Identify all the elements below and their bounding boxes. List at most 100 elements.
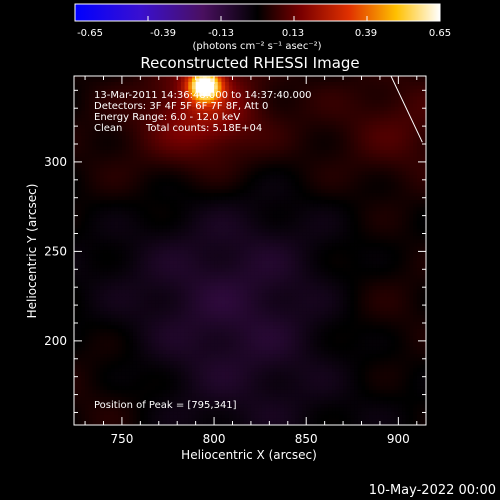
heatmap-cell (424, 253, 426, 258)
heatmap-cell (88, 392, 94, 397)
heatmap-cell (317, 374, 322, 380)
heatmap-cell (225, 335, 230, 340)
heatmap-cell (379, 342, 385, 347)
heatmap-cell (125, 353, 130, 358)
heatmap-cell (387, 353, 392, 358)
heatmap-cell (236, 253, 241, 258)
heatmap-cell (339, 403, 344, 408)
heatmap-cell (313, 385, 318, 390)
heatmap-cell (343, 421, 348, 425)
heatmap-cell (269, 292, 274, 297)
heatmap-cell (269, 403, 274, 408)
heatmap-cell (350, 421, 355, 425)
heatmap-cell (110, 253, 116, 258)
heatmap-cell (206, 278, 211, 283)
heatmap-cell (387, 281, 392, 286)
heatmap-cell (210, 242, 215, 247)
heatmap-cell (243, 253, 248, 258)
heatmap-cell (236, 353, 241, 358)
heatmap-cell (232, 367, 237, 372)
heatmap-cell (416, 378, 422, 383)
heatmap-cell (88, 335, 94, 340)
heatmap-cell (118, 371, 123, 376)
heatmap-cell (343, 238, 348, 244)
heatmap-cell (191, 407, 197, 412)
heatmap-cell (394, 364, 399, 369)
heatmap-cell (132, 314, 138, 319)
heatmap-cell (250, 324, 256, 329)
heatmap-cell (413, 242, 418, 247)
heatmap-cell (203, 339, 208, 344)
heatmap-cell (328, 346, 333, 351)
heatmap-cell (287, 285, 293, 290)
heatmap-cell (409, 288, 414, 294)
heatmap-cell (343, 392, 348, 397)
heatmap-cell (74, 310, 79, 315)
heatmap-cell (379, 407, 385, 412)
heatmap-cell (368, 249, 374, 254)
heatmap-cell (324, 271, 329, 276)
heatmap-cell (144, 274, 149, 279)
heatmap-cell (320, 331, 326, 337)
heatmap-cell (77, 335, 82, 340)
heatmap-cell (107, 374, 112, 380)
heatmap-cell (354, 367, 359, 372)
heatmap-cell (250, 303, 256, 308)
heatmap-cell (96, 317, 101, 322)
heatmap-cell (144, 382, 149, 387)
heatmap-cell (413, 296, 418, 301)
heatmap-cell (191, 385, 197, 390)
heatmap-cell (147, 256, 153, 261)
heatmap-cell (203, 396, 208, 401)
heatmap-cell (335, 389, 340, 394)
heatmap-cell (173, 353, 178, 358)
heatmap-cell (114, 242, 119, 247)
heatmap-cell (228, 367, 234, 372)
heatmap-cell (276, 342, 282, 347)
heatmap-cell (155, 271, 160, 276)
heatmap-cell (81, 242, 86, 247)
heatmap-cell (284, 421, 289, 425)
heatmap-cell (350, 396, 355, 401)
heatmap-cell (162, 238, 167, 244)
heatmap-cell (324, 353, 329, 358)
heatmap-cell (273, 414, 278, 419)
heatmap-cell (409, 324, 414, 329)
heatmap-cell (383, 314, 388, 319)
heatmap-cell (214, 285, 219, 290)
heatmap-cell (140, 407, 145, 412)
heatmap-cell (350, 242, 355, 247)
heatmap-cell (273, 407, 278, 412)
heatmap-cell (228, 385, 234, 390)
heatmap-cell (273, 317, 278, 322)
heatmap-cell (199, 396, 204, 401)
heatmap-cell (140, 253, 145, 258)
heatmap-cell (265, 324, 270, 329)
heatmap-cell (368, 367, 374, 372)
heatmap-cell (420, 335, 425, 340)
heatmap-cell (302, 335, 307, 340)
heatmap-cell (291, 238, 296, 244)
heatmap-cell (387, 382, 392, 387)
heatmap-cell (118, 260, 123, 265)
heatmap-cell (221, 378, 226, 383)
heatmap-cell (280, 274, 285, 279)
heatmap-cell (295, 342, 300, 347)
heatmap-cell (335, 263, 340, 269)
heatmap-cell (291, 324, 296, 329)
heatmap-cell (335, 407, 340, 412)
heatmap-cell (184, 253, 189, 258)
heatmap-cell (265, 349, 270, 355)
heatmap-cell (261, 353, 267, 358)
heatmap-cell (121, 407, 127, 412)
heatmap-cell (383, 407, 388, 412)
heatmap-cell (361, 288, 366, 294)
heatmap-cell (173, 324, 178, 329)
heatmap-cell (169, 385, 175, 390)
heatmap-cell (328, 253, 333, 258)
heatmap-cell (243, 249, 248, 254)
heatmap-cell (210, 364, 215, 369)
heatmap-cell (114, 342, 119, 347)
heatmap-cell (339, 238, 344, 244)
heatmap-cell (357, 281, 363, 286)
